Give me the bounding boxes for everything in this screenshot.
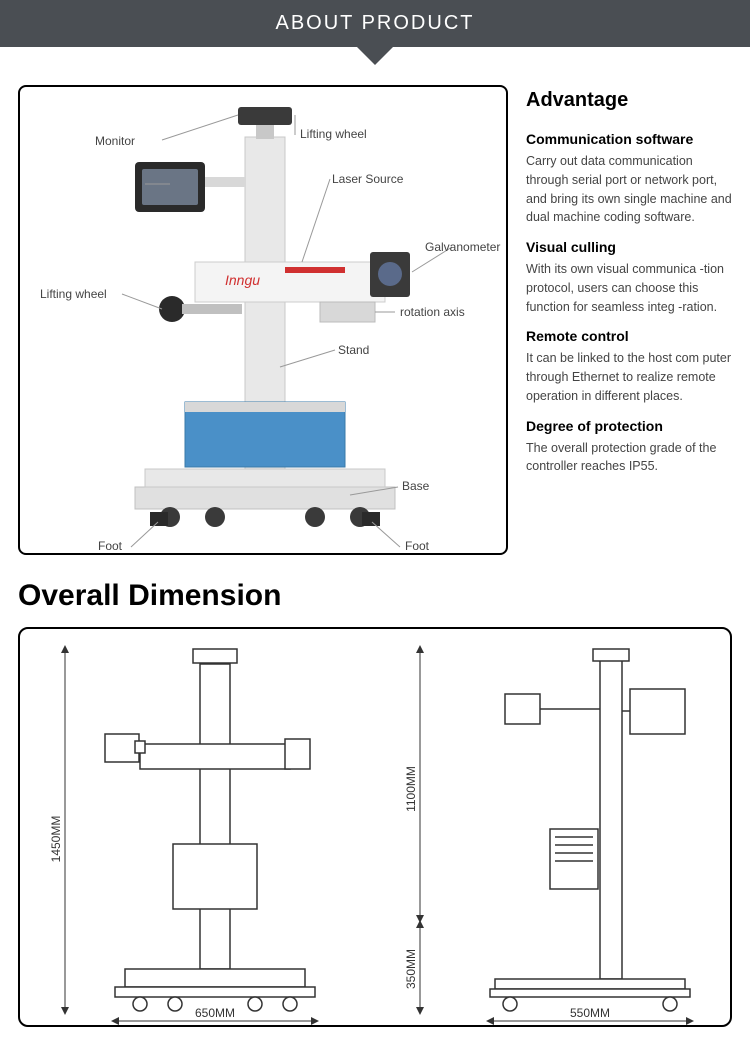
top-row: Inngu bbox=[18, 85, 732, 555]
label-lifting-wheel-left: Lifting wheel bbox=[40, 287, 107, 301]
product-diagram-box: Inngu bbox=[18, 85, 508, 555]
header-bar: ABOUT PRODUCT bbox=[0, 0, 750, 47]
adv-title-3: Degree of protection bbox=[526, 416, 732, 437]
dimension-heading: Overall Dimension bbox=[18, 579, 750, 613]
advantage-heading: Advantage bbox=[526, 85, 732, 115]
dim-right-width: 550MM bbox=[570, 1006, 610, 1020]
dimension-box: 1450MM 650MM 1100MM 350MM bbox=[18, 627, 732, 1027]
label-base: Base bbox=[402, 479, 429, 493]
label-foot-right: Foot bbox=[405, 539, 429, 553]
dim-right-upper: 1100MM bbox=[404, 766, 418, 812]
label-foot-left: Foot bbox=[98, 539, 122, 553]
label-stand: Stand bbox=[338, 343, 369, 357]
header-arrow-icon bbox=[357, 47, 393, 65]
label-lifting-wheel-top: Lifting wheel bbox=[300, 127, 367, 141]
content-area: Inngu bbox=[0, 65, 750, 555]
dim-left-width: 650MM bbox=[195, 1006, 235, 1020]
adv-body-2: It can be linked to the host com puter t… bbox=[526, 349, 732, 405]
dim-right-lower: 350MM bbox=[404, 949, 418, 989]
dimension-svg: 1450MM 650MM 1100MM 350MM bbox=[20, 629, 736, 1029]
advantage-column: Advantage Communication software Carry o… bbox=[526, 85, 732, 555]
adv-body-3: The overall protection grade of the cont… bbox=[526, 439, 732, 477]
adv-body-1: With its own visual communica -tion prot… bbox=[526, 260, 732, 316]
brand-label: Inngu bbox=[225, 272, 260, 288]
dim-left-height: 1450MM bbox=[49, 816, 63, 863]
label-rotation-axis: rotation axis bbox=[400, 305, 465, 319]
header-title: ABOUT PRODUCT bbox=[276, 12, 475, 34]
label-galvanometer: Galvanometer bbox=[425, 240, 500, 254]
adv-title-2: Remote control bbox=[526, 326, 732, 347]
label-laser-source: Laser Source bbox=[332, 172, 403, 186]
product-diagram-svg: Inngu bbox=[20, 87, 510, 557]
adv-title-0: Communication software bbox=[526, 129, 732, 150]
label-monitor: Monitor bbox=[95, 134, 135, 148]
adv-title-1: Visual culling bbox=[526, 237, 732, 258]
adv-body-0: Carry out data communication through ser… bbox=[526, 152, 732, 227]
